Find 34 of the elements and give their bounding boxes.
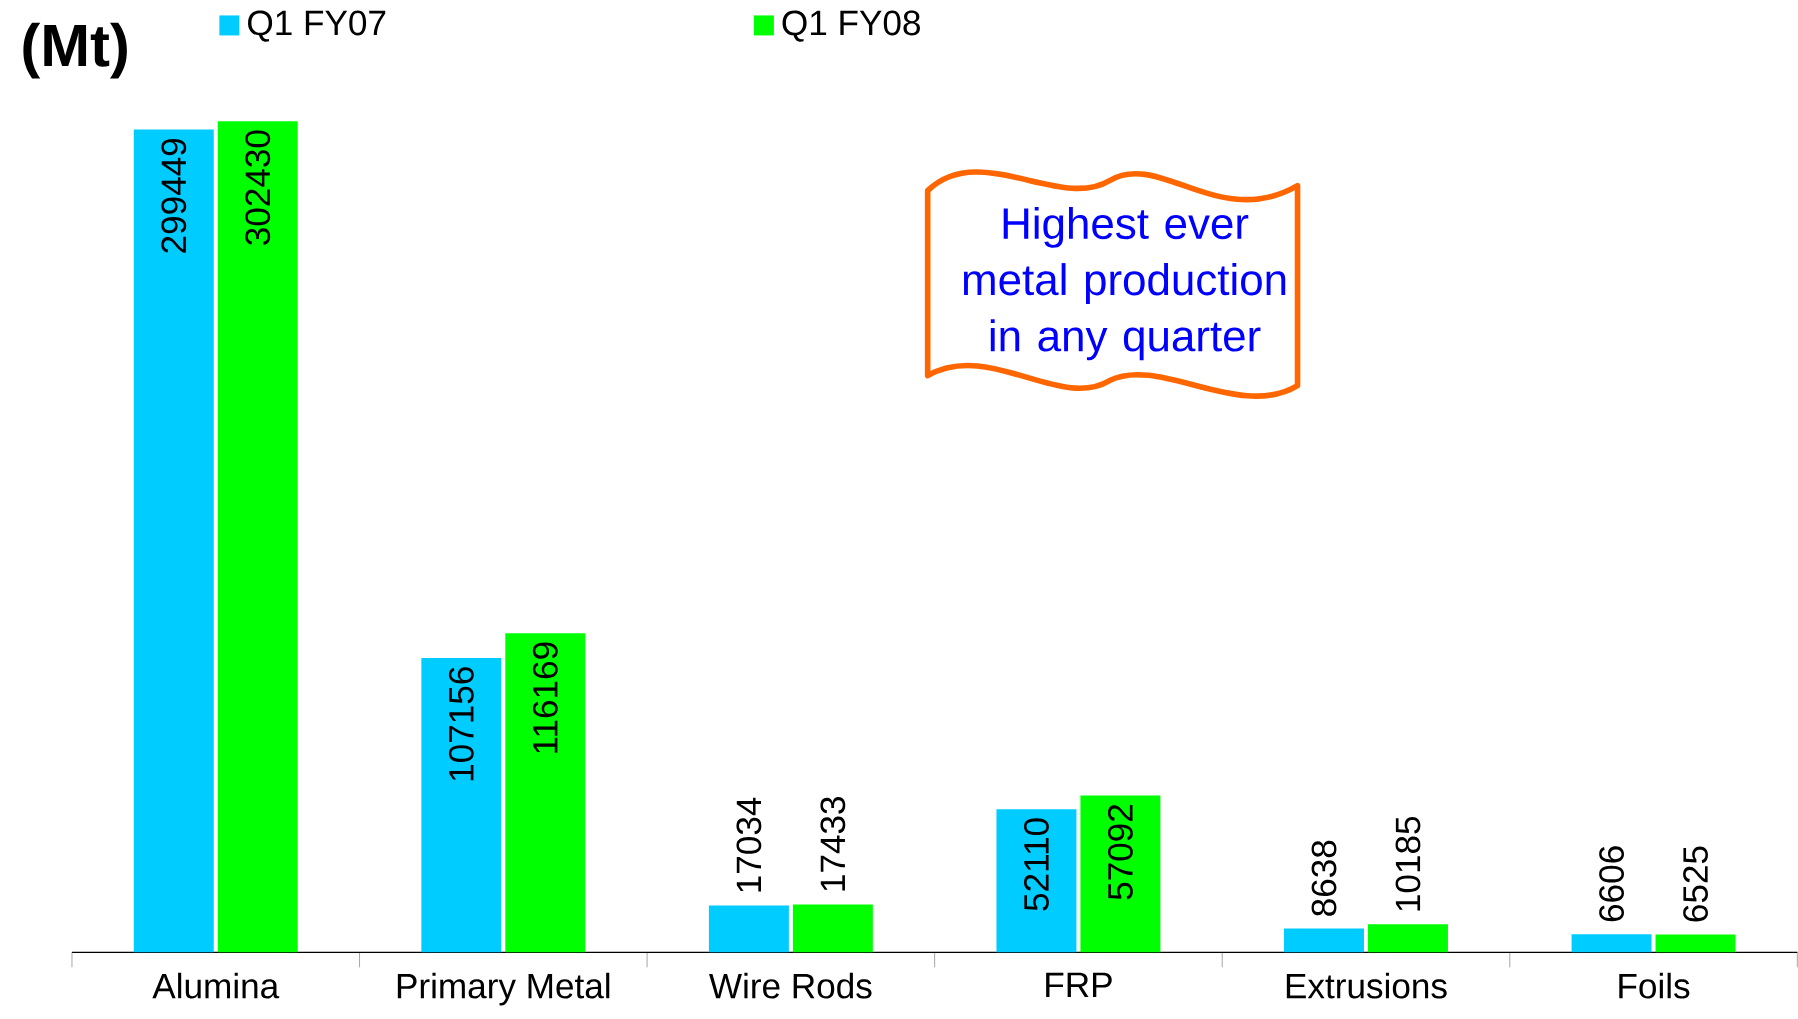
x-tick-label: Wire Rods <box>709 972 872 999</box>
data-label: 17433 <box>820 796 846 891</box>
data-label: 302430 <box>245 130 271 245</box>
legend-label: Q1 FY08 <box>782 10 920 42</box>
data-label: 299449 <box>161 138 187 253</box>
bar <box>708 905 789 953</box>
data-label: 6525 <box>1683 846 1708 922</box>
bar <box>217 121 298 953</box>
bar <box>1367 924 1448 953</box>
bar <box>1655 934 1736 953</box>
bar <box>505 632 586 953</box>
x-tick-label: Extrusions <box>1286 972 1447 999</box>
bar <box>996 808 1077 953</box>
bar <box>792 904 873 953</box>
bar <box>1284 928 1364 953</box>
data-label: 17034 <box>736 797 762 892</box>
x-tick-label: FRP <box>1046 972 1112 997</box>
data-label: 6606 <box>1599 846 1624 922</box>
bar <box>133 129 214 953</box>
bar <box>1571 934 1652 953</box>
bar <box>1080 795 1161 953</box>
data-label: 10185 <box>1395 816 1421 911</box>
data-label: 107156 <box>448 667 474 780</box>
x-tick-label: Foils <box>1619 972 1690 999</box>
x-tick-label: Alumina <box>152 972 280 999</box>
x-tick-label: Primary Metal <box>397 972 610 1006</box>
data-label: 57092 <box>1107 804 1133 900</box>
annotation: Highest ever metal production in any quarter <box>963 206 1286 361</box>
bar <box>421 657 502 953</box>
legend-label: Q1 FY07 <box>248 10 386 42</box>
data-label: 8638 <box>1311 840 1337 916</box>
y-axis-title: (Mt) <box>23 22 127 79</box>
data-label: 116169 <box>532 642 558 753</box>
data-label: 52110 <box>1024 818 1049 911</box>
